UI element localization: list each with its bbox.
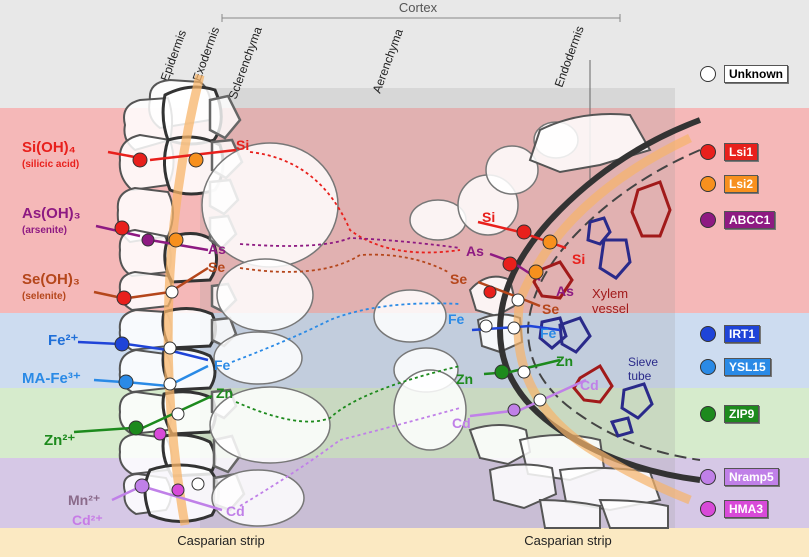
flow-as-xylem: As (556, 283, 574, 299)
flow-si-right: Si (482, 209, 495, 225)
flow-zn-xylem: Zn (556, 353, 573, 369)
si-name: (silicic acid) (22, 159, 79, 170)
legend-item-irt1: IRT1 (700, 325, 761, 343)
legend-item-unknown: Unknown (700, 65, 788, 83)
zn-formula: Zn²⁺ (44, 432, 75, 449)
legend-item-lsi2: Lsi2 (700, 175, 759, 193)
sieve-line-1: Sieve (628, 355, 658, 369)
transporter-dots (114, 152, 558, 497)
xylem-vessel-label: Xylem vessel (592, 286, 632, 316)
flow-cd-right: Cd (452, 415, 471, 431)
mn-formula: Mn²⁺ (68, 492, 100, 508)
mafe-formula: MA-Fe³⁺ (22, 370, 81, 387)
legend-label: Unknown (724, 65, 788, 83)
legend-dot (700, 212, 716, 228)
legend-item-nramp5: Nramp5 (700, 468, 779, 486)
flow-si-left: Si (236, 137, 249, 153)
legend-dot (700, 469, 716, 485)
flow-cd-left: Cd (226, 503, 245, 519)
ion-labels: Si(OH)₄ (silicic acid) As(OH)₃ (arsenite… (22, 139, 103, 528)
casparian-strip-left (163, 73, 205, 526)
transport-paths (231, 151, 461, 507)
as-formula: As(OH)₃ (22, 205, 81, 222)
legend-item-lsi1: Lsi1 (700, 143, 759, 161)
legend-dot (700, 66, 716, 82)
legend-label: ABCC1 (724, 211, 776, 229)
flow-zn-left: Zn (216, 385, 233, 401)
legend-dot (700, 501, 716, 517)
legend-dot (700, 359, 716, 375)
legend-item-zip9: ZIP9 (700, 405, 760, 423)
flow-si-xylem: Si (572, 251, 585, 267)
band-yellow (0, 528, 809, 557)
flow-se-left: Se (208, 259, 225, 275)
as-name: (arsenite) (22, 225, 67, 236)
flow-as-right: As (466, 243, 484, 259)
legend-dot (700, 326, 716, 342)
flow-se-xylem: Se (542, 301, 559, 317)
endodermis-cells (468, 113, 669, 529)
casparian-right-label: Casparian strip (524, 533, 611, 548)
legend-label: Lsi2 (724, 175, 759, 193)
legend-label: Nramp5 (724, 468, 779, 486)
fe-formula: Fe²⁺ (48, 332, 79, 349)
casparian-strip-right (513, 133, 692, 505)
legend-dot (700, 176, 716, 192)
cortex-label: Cortex (399, 0, 438, 15)
casparian-left-label: Casparian strip (177, 533, 264, 548)
si-formula: Si(OH)₄ (22, 139, 76, 156)
xylem-vessels (532, 180, 672, 438)
legend-item-ysl15: YSL15 (700, 358, 771, 376)
legend-item-hma3: HMA3 (700, 500, 769, 518)
sieve-tube-label: Sieve tube (628, 355, 661, 383)
legend-dot (700, 144, 716, 160)
legend-label: YSL15 (724, 358, 771, 376)
legend-label: HMA3 (724, 500, 769, 518)
se-name: (selenite) (22, 291, 66, 302)
cd-formula: Cd²⁺ (72, 512, 103, 528)
flow-zn-right: Zn (456, 371, 473, 387)
legend-label: IRT1 (724, 325, 761, 343)
xylem-line-1: Xylem (592, 286, 628, 301)
flow-fe-right: Fe (448, 311, 465, 327)
flow-fe-xylem: Fe (540, 325, 557, 341)
flow-se-right: Se (450, 271, 467, 287)
se-formula: Se(OH)₃ (22, 271, 80, 288)
endodermis-inner-ring (526, 149, 701, 461)
legend-dot (700, 406, 716, 422)
sieve-line-2: tube (628, 369, 652, 383)
cortex-bracket (221, 14, 621, 22)
casparian-left-bg (166, 530, 276, 552)
flow-labels: Si As Se Fe Zn Cd Si As Se Fe Zn Cd Si A… (208, 137, 599, 519)
aerenchyma-cells (201, 121, 579, 527)
legend-label: Lsi1 (724, 143, 759, 161)
flow-cd-phloem: Cd (580, 377, 599, 393)
legend-label: ZIP9 (724, 405, 760, 423)
flow-fe-left: Fe (214, 357, 231, 373)
legend-item-abcc1: ABCC1 (700, 211, 776, 229)
flow-as-left: As (208, 241, 226, 257)
xylem-line-2: vessel (592, 301, 629, 316)
